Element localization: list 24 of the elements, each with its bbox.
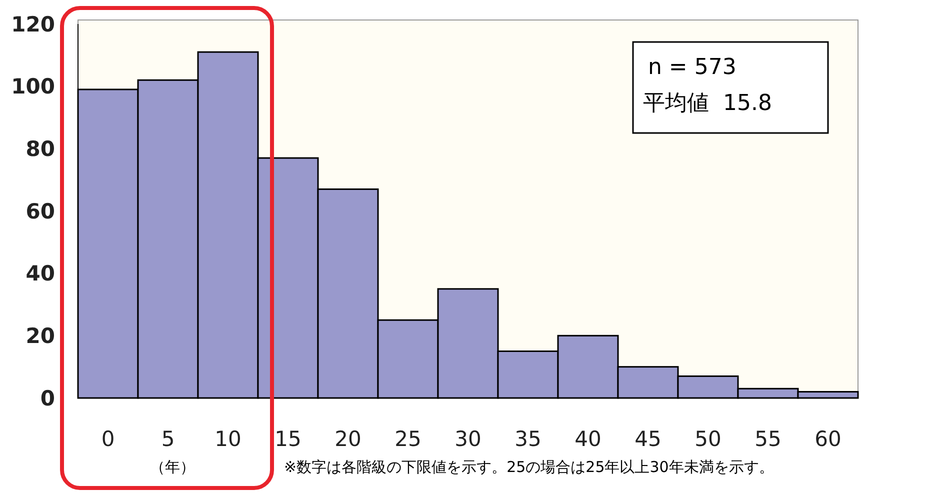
x-tick-label: 50 [694,427,722,451]
x-tick-label: 40 [574,427,602,451]
x-tick-label: 5 [161,427,175,451]
x-tick-label: 45 [634,427,662,451]
x-tick-label: 30 [454,427,482,451]
y-tick-label: 60 [26,199,55,224]
y-tick-label: 80 [26,137,55,162]
x-tick-label: 10 [214,427,242,451]
x-tick-label: 0 [101,427,115,451]
x-tick-label: 25 [394,427,422,451]
text: ※数字は各階級の下限値を示す。25の場合は25年以上30年未満を示す。 [284,458,774,476]
annotation: n = 573 [648,55,736,80]
x-tick-label: 60 [814,427,842,451]
y-tick-label: 120 [11,12,55,36]
y-tick-label: 0 [40,386,55,410]
x-tick-label: 15 [274,427,302,451]
text: （年） [150,458,195,476]
y-tick-label: 40 [26,262,55,286]
x-tick-label: 20 [334,427,362,451]
x-tick-label: 55 [754,427,782,451]
x-tick-label: 35 [514,427,542,451]
y-tick-label: 100 [11,74,55,99]
annotation: 平均値 15.8 [643,91,772,116]
y-tick-label: 20 [26,324,55,348]
